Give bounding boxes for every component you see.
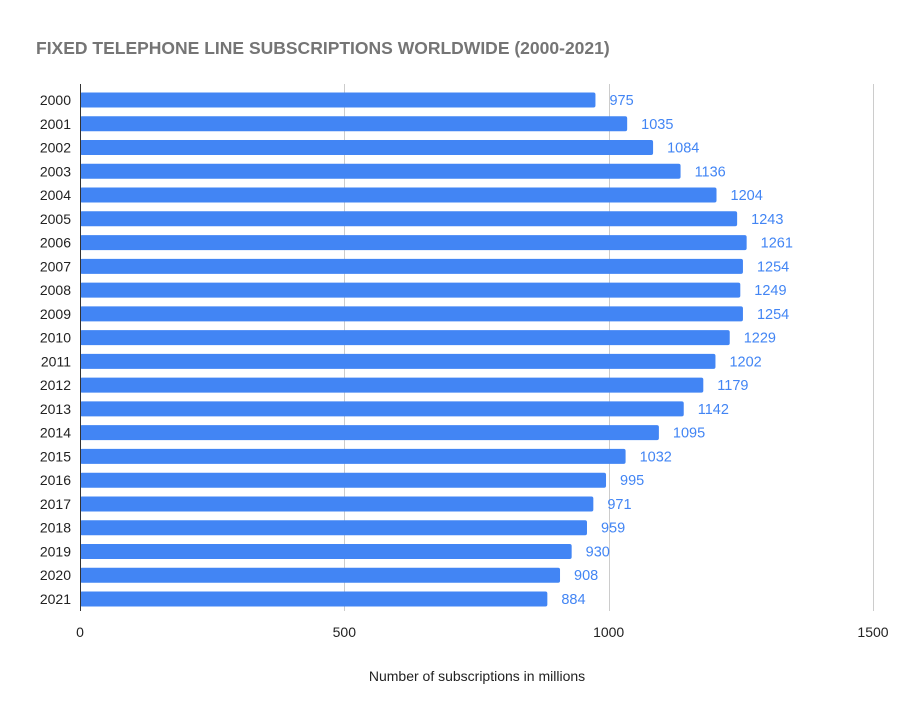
bar-2011 (80, 353, 716, 369)
y-tick-label: 2010 (40, 330, 71, 346)
bar-2002 (80, 140, 654, 156)
bar-2005 (80, 211, 738, 227)
x-tick-label: 0 (76, 624, 84, 640)
y-tick-label: 2006 (40, 235, 71, 251)
y-tick-label: 2005 (40, 211, 71, 227)
bar-2008 (80, 282, 741, 298)
data-label: 1202 (729, 354, 761, 370)
chart-title: FIXED TELEPHONE LINE SUBSCRIPTIONS WORLD… (36, 38, 610, 58)
bar-2003 (80, 163, 681, 179)
bar-2018 (80, 520, 587, 536)
bar-2010 (80, 330, 730, 346)
y-tick-label: 2016 (40, 472, 71, 488)
x-tick-label: 1500 (857, 624, 888, 640)
data-label: 995 (620, 473, 644, 489)
data-label: 884 (561, 592, 585, 608)
data-label: 1261 (761, 236, 793, 252)
data-label: 1084 (667, 141, 699, 157)
x-axis-label: Number of subscriptions in millions (369, 668, 585, 684)
data-label: 1229 (744, 331, 776, 347)
data-label: 1095 (673, 426, 705, 442)
data-label: 1179 (717, 378, 748, 394)
data-label: 971 (607, 497, 631, 513)
x-tick-label: 500 (333, 624, 357, 640)
x-tick-label: 1000 (593, 624, 624, 640)
y-tick-label: 2020 (40, 567, 71, 583)
y-tick-label: 2021 (40, 591, 71, 607)
bar-2017 (80, 496, 594, 512)
y-tick-label: 2001 (40, 116, 71, 132)
bar-2015 (80, 448, 626, 464)
data-label: 975 (609, 93, 633, 109)
y-tick-label: 2014 (40, 425, 71, 441)
bar-2013 (80, 401, 684, 417)
data-label: 1243 (751, 212, 783, 228)
y-tick-label: 2009 (40, 306, 71, 322)
data-label: 1249 (754, 283, 786, 299)
data-label: 1254 (757, 307, 789, 323)
y-tick-label: 2019 (40, 543, 71, 559)
y-axis-ticks: 2000 2001 2002 2003 2004 2005 2006 2007 2008 2009… (40, 92, 71, 607)
data-label: 1032 (640, 449, 672, 465)
x-axis-ticks: 0 500 1000 1500 (76, 624, 889, 640)
bar-2012 (80, 377, 704, 393)
y-tick-label: 2003 (40, 163, 71, 179)
y-tick-label: 2007 (40, 258, 71, 274)
bar-2001 (80, 116, 628, 132)
bar-2007 (80, 258, 743, 274)
data-label: 1035 (641, 117, 673, 133)
bar-2014 (80, 425, 659, 441)
bar-2019 (80, 543, 572, 559)
y-tick-label: 2004 (40, 187, 71, 203)
data-label: 959 (601, 521, 625, 537)
data-label: 908 (574, 568, 598, 584)
bars: 975 1035 1084 1136 1204 1243 1261 1254 1249 1254 1… (80, 92, 793, 608)
bar-2020 (80, 567, 561, 583)
y-tick-label: 2015 (40, 448, 71, 464)
bar-2009 (80, 306, 743, 322)
y-tick-label: 2013 (40, 401, 71, 417)
data-label: 1136 (695, 164, 726, 180)
y-tick-label: 2017 (40, 496, 71, 512)
bar-2021 (80, 591, 548, 607)
data-label: 1142 (698, 402, 729, 418)
y-tick-label: 2002 (40, 140, 71, 156)
data-label: 1204 (731, 188, 763, 204)
bar-2006 (80, 235, 747, 251)
data-label: 1254 (757, 259, 789, 275)
y-tick-label: 2000 (40, 92, 71, 108)
data-label: 930 (586, 544, 610, 560)
y-tick-label: 2018 (40, 520, 71, 536)
y-tick-label: 2008 (40, 282, 71, 298)
bar-2004 (80, 187, 717, 203)
bar-2016 (80, 472, 607, 488)
y-tick-label: 2011 (41, 353, 71, 369)
y-tick-label: 2012 (40, 377, 71, 393)
bar-2000 (80, 92, 596, 108)
